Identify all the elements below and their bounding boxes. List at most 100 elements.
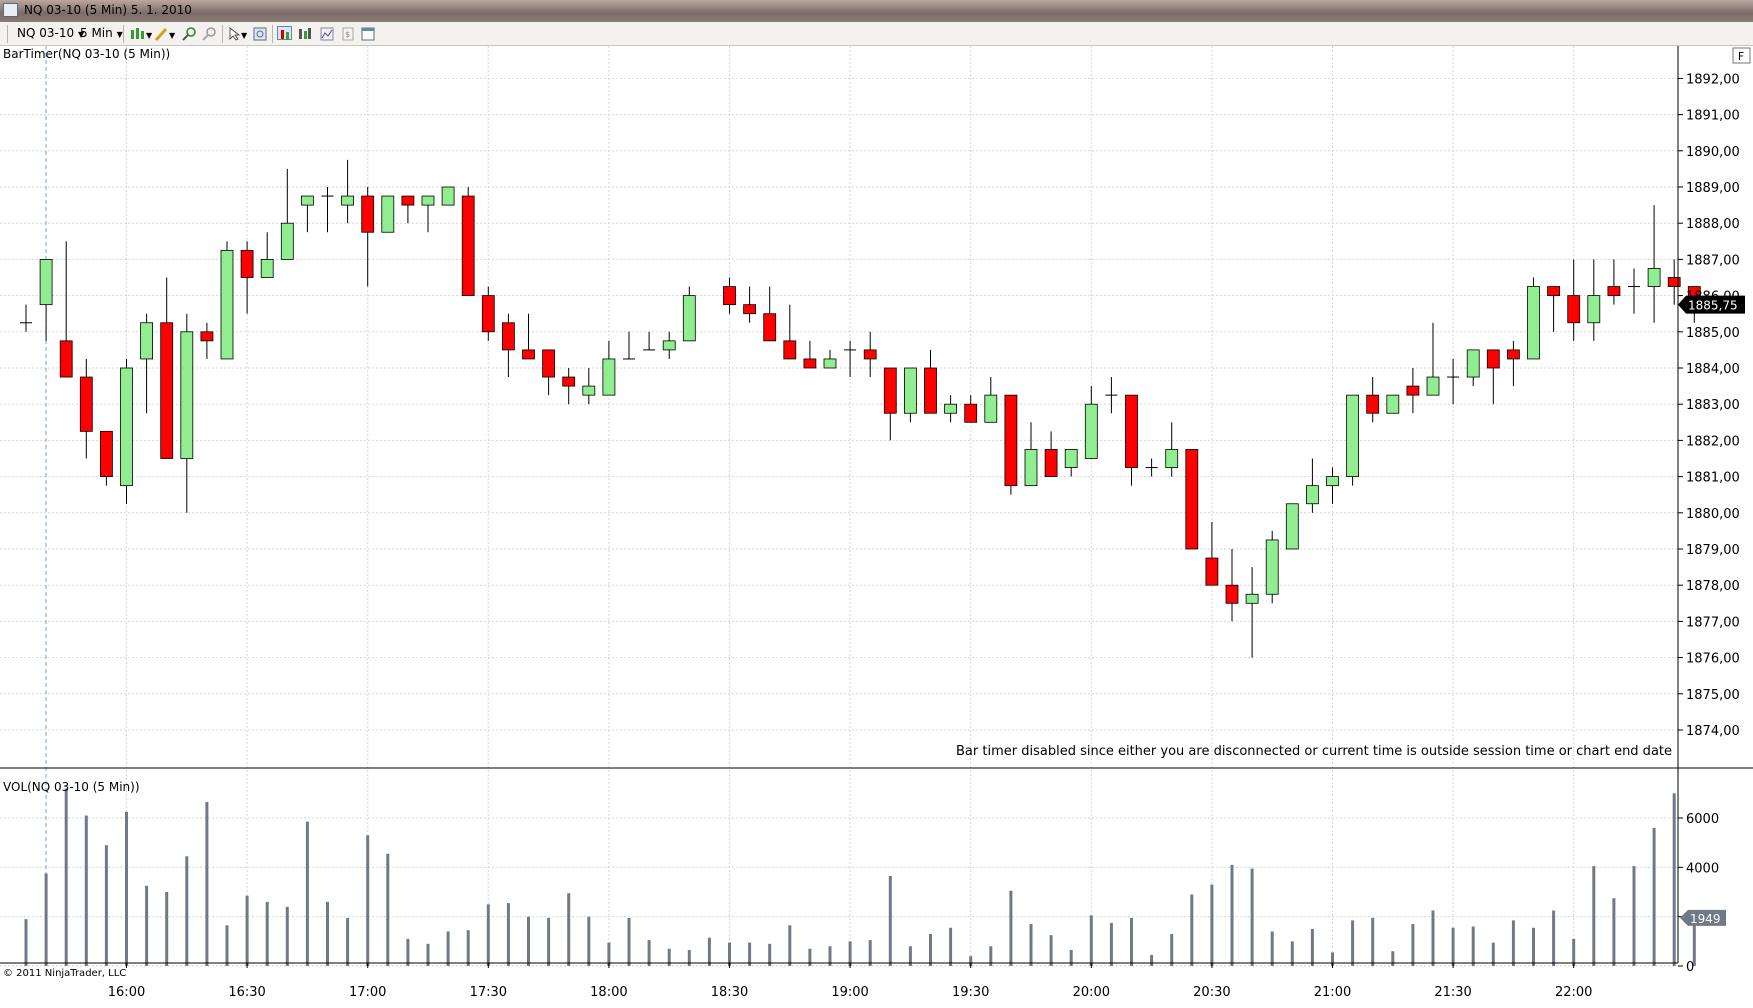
candle-up [1587, 295, 1601, 324]
f-button[interactable] [1732, 47, 1751, 64]
price-tick-label: 1880,00 [1686, 507, 1740, 522]
candle-up [39, 258, 53, 306]
price-axis[interactable]: 1874,00 1875,00 1876,00 1877,00 1878,00 1879,… [1678, 72, 1740, 739]
price-tick-label: 1878,00 [1686, 579, 1740, 594]
chart-style-icon[interactable]: ▼ [130, 26, 153, 40]
volume-bar [1511, 920, 1515, 966]
volume-bar [1351, 920, 1355, 966]
volume-bar [285, 906, 289, 966]
volume-bar [1250, 868, 1254, 966]
interval-label: 5 Min [80, 26, 113, 40]
candle-down [1547, 286, 1560, 297]
price-panel-label: BarTimer(NQ 03-10 (5 Min)) [3, 47, 170, 61]
instrument-label: NQ 03-10 [17, 26, 75, 40]
volume-bar [1471, 926, 1475, 966]
candle-up [1245, 593, 1259, 604]
price-tick-label: 1889,00 [1686, 181, 1740, 196]
volume-bar [1572, 938, 1576, 966]
zoom-out-icon[interactable] [202, 26, 217, 41]
volume-bar [1310, 929, 1314, 966]
volume-bar [808, 948, 812, 966]
last-price-marker: 1885,75 [1678, 295, 1745, 314]
candle-up [823, 358, 837, 369]
strategy-icon[interactable]: $ [341, 26, 356, 41]
candle-down [1205, 557, 1219, 586]
candle-up [944, 403, 957, 414]
volume-panel-label: VOL(NQ 03-10 (5 Min)) [3, 780, 140, 794]
chart-area[interactable]: 1874,00 1875,00 1876,00 1877,00 1878,00 1879,… [0, 46, 1753, 1008]
volume-bar [567, 893, 571, 966]
line-chart-icon[interactable] [298, 26, 313, 40]
interval-selector[interactable]: 5 Min ▼ [80, 26, 123, 40]
candle-up [1326, 476, 1339, 487]
time-axis[interactable]: 16:00 16:30 17:00 17:30 18:00 18:30 19:00 19:30… [108, 963, 1593, 1000]
volume-tick-label: 0 [1686, 960, 1694, 975]
volume-bar [989, 946, 993, 966]
volume-bar [426, 943, 430, 966]
zoom-in-icon[interactable] [182, 26, 197, 41]
bar-chart-icon[interactable] [277, 26, 292, 40]
candle-up [381, 195, 395, 233]
candle-down [924, 367, 937, 414]
volume-bar [1049, 935, 1053, 966]
volume-bar [1029, 924, 1033, 966]
volume-bar [24, 919, 28, 966]
volume-tick-label: 6000 [1686, 812, 1719, 827]
chevron-down-icon: ▼ [77, 30, 85, 39]
candle-down [461, 195, 475, 297]
price-tick-label: 1890,00 [1686, 145, 1740, 160]
volume-bar [64, 788, 68, 966]
window-titlebar[interactable]: NQ 03-10 (5 Min) 5. 1. 2010 [0, 0, 1753, 22]
candle-down [1507, 349, 1520, 360]
candlestick-series [20, 159, 1701, 658]
volume-bar [506, 903, 510, 966]
volume-bar [1170, 933, 1174, 966]
time-tick-label: 20:30 [1193, 985, 1230, 1000]
candle-up [1285, 503, 1299, 550]
chart-toolbar: NQ 03-10 ▼ 5 Min ▼ ▼ ▼ ▼ $ [0, 22, 1753, 46]
bar-timer-message: Bar timer disabled since either you are … [956, 744, 1672, 759]
svg-text:▼: ▼ [241, 31, 248, 40]
properties-icon[interactable] [320, 26, 335, 41]
time-tick-label: 16:30 [228, 985, 265, 1000]
candle-down [1667, 277, 1681, 287]
grid-lines [0, 46, 1678, 967]
time-tick-label: 17:30 [470, 985, 507, 1000]
cursor-icon[interactable]: ▼ [228, 26, 248, 41]
candle-down [1567, 295, 1581, 324]
volume-bar [707, 937, 711, 966]
volume-bar [627, 917, 631, 966]
volume-bar [1371, 917, 1375, 966]
volume-bar [1451, 927, 1455, 966]
volume-bar [406, 938, 410, 966]
volume-bar [446, 931, 450, 966]
candle-down [401, 195, 415, 206]
candle-down [1225, 584, 1239, 604]
volume-bar [1592, 866, 1596, 966]
candle-down [1406, 385, 1420, 396]
volume-bar [647, 940, 651, 966]
candle-up [341, 195, 355, 206]
time-tick-label: 18:00 [590, 985, 627, 1000]
volume-axis[interactable]: 0200040006000 [1678, 812, 1719, 975]
instrument-selector[interactable]: NQ 03-10 ▼ [17, 26, 84, 40]
price-tick-label: 1881,00 [1686, 471, 1740, 486]
volume-bar [1150, 954, 1154, 966]
drawing-tool-icon[interactable]: ▼ [154, 26, 176, 42]
volume-bar [326, 901, 329, 966]
candle-up [1084, 403, 1098, 459]
volume-bar [185, 856, 189, 966]
volume-bar [145, 885, 149, 966]
volume-bar [908, 946, 912, 966]
volume-bar [366, 835, 370, 966]
time-tick-label: 19:30 [952, 985, 989, 1000]
candle-down [803, 358, 817, 369]
chevron-down-icon: ▼ [116, 30, 123, 39]
data-box-icon[interactable] [253, 26, 268, 41]
svg-text:$: $ [345, 30, 350, 39]
window-title: NQ 03-10 (5 Min) 5. 1. 2010 [24, 3, 192, 17]
volume-bar [1331, 952, 1334, 966]
volume-bar [527, 916, 530, 966]
panel-icon[interactable] [361, 26, 376, 41]
volume-bar [1532, 927, 1535, 966]
